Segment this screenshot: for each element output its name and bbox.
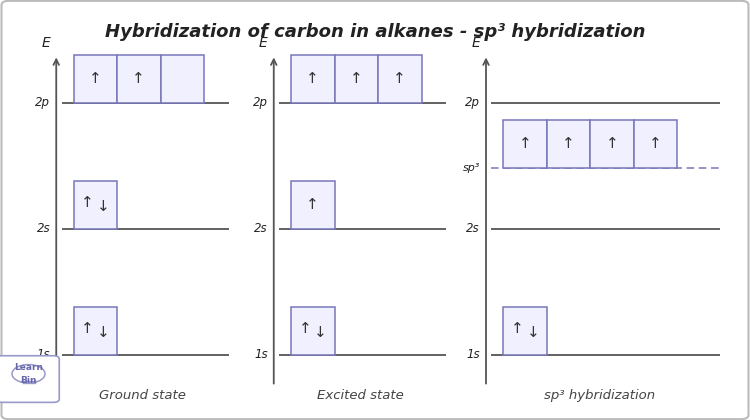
Text: ↑: ↑ [298, 321, 311, 336]
Circle shape [12, 365, 45, 383]
Text: ↑: ↑ [306, 71, 320, 86]
Text: 2s: 2s [37, 223, 50, 235]
Bar [547, 120, 590, 168]
Text: sp³ hybridization: sp³ hybridization [544, 389, 656, 402]
Text: ↑: ↑ [606, 136, 618, 151]
Bar [74, 307, 117, 355]
Bar [291, 307, 334, 355]
Text: E: E [259, 37, 268, 50]
Text: ↑: ↑ [81, 321, 94, 336]
Bar [503, 307, 547, 355]
Text: ↑: ↑ [350, 71, 363, 86]
Bar [378, 55, 422, 103]
Text: ↑: ↑ [306, 197, 320, 212]
Bar [634, 120, 677, 168]
Bar [334, 55, 378, 103]
Text: ↑: ↑ [511, 321, 524, 336]
Bar [74, 181, 117, 229]
Text: Learn: Learn [14, 363, 43, 372]
Text: ↑: ↑ [81, 195, 94, 210]
Bar [74, 55, 117, 103]
Text: E: E [471, 37, 480, 50]
Text: E: E [41, 37, 50, 50]
Bar [503, 120, 547, 168]
Text: Bin: Bin [20, 375, 37, 385]
Text: 1s: 1s [466, 349, 480, 361]
Bar [117, 55, 160, 103]
Text: 1s: 1s [37, 349, 50, 361]
Text: ↑: ↑ [562, 136, 575, 151]
Text: ↑: ↑ [519, 136, 531, 151]
Text: 2s: 2s [254, 223, 268, 235]
Text: Excited state: Excited state [316, 389, 404, 402]
Text: Hybridization of carbon in alkanes - sp³ hybridization: Hybridization of carbon in alkanes - sp³… [105, 23, 645, 41]
Text: 2s: 2s [466, 223, 480, 235]
Text: ↑: ↑ [650, 136, 662, 151]
Text: ↓: ↓ [526, 325, 539, 340]
Bar [160, 55, 204, 103]
Text: 2p: 2p [465, 97, 480, 109]
Text: 2p: 2p [35, 97, 50, 109]
Text: Ground state: Ground state [99, 389, 186, 402]
Text: ↓: ↓ [97, 199, 109, 214]
Text: ↓: ↓ [314, 325, 327, 340]
Text: 2p: 2p [253, 97, 268, 109]
Bar [590, 120, 634, 168]
FancyBboxPatch shape [0, 356, 59, 402]
Text: sp³: sp³ [463, 163, 480, 173]
Text: 1s: 1s [254, 349, 268, 361]
Text: ↓: ↓ [97, 325, 109, 340]
Text: ↑: ↑ [393, 71, 406, 86]
Bar [291, 55, 334, 103]
Text: ↑: ↑ [88, 71, 102, 86]
Bar [291, 181, 334, 229]
Text: ↑: ↑ [132, 71, 146, 86]
